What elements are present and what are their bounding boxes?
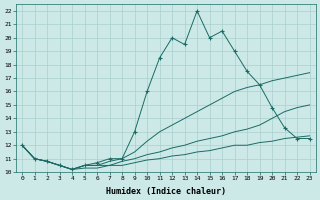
X-axis label: Humidex (Indice chaleur): Humidex (Indice chaleur) [106, 187, 226, 196]
